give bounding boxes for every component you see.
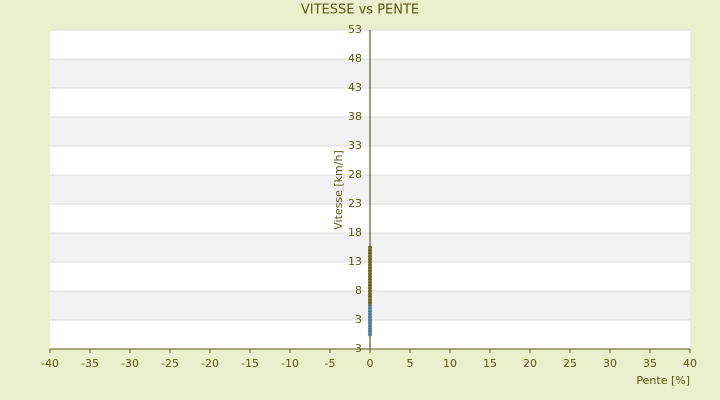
x-tick-label: 40 xyxy=(683,357,697,370)
point xyxy=(368,289,372,293)
point xyxy=(368,315,372,320)
x-tick-label: 15 xyxy=(483,357,497,370)
x-tick-label: 35 xyxy=(643,357,657,370)
x-tick-label: -5 xyxy=(325,357,336,370)
chart-title: VITESSE vs PENTE xyxy=(301,3,419,18)
point xyxy=(368,262,372,267)
point xyxy=(368,251,372,256)
x-tick-label: -30 xyxy=(121,357,139,370)
point xyxy=(368,297,372,302)
y-tick-label: 23 xyxy=(348,197,362,210)
point xyxy=(368,320,372,325)
point xyxy=(368,283,372,288)
point xyxy=(368,274,372,279)
point xyxy=(368,294,372,299)
x-tick-label: 30 xyxy=(603,357,617,370)
point xyxy=(368,265,372,270)
y-tick-label: 33 xyxy=(348,139,362,152)
point xyxy=(368,286,372,291)
point xyxy=(368,268,372,273)
x-tick-label: -35 xyxy=(81,357,99,370)
x-tick-label: 5 xyxy=(407,357,414,370)
x-tick-label: -20 xyxy=(201,357,219,370)
y-tick-label: 18 xyxy=(348,226,362,239)
x-tick-label: -15 xyxy=(241,357,259,370)
point xyxy=(368,248,372,253)
y-tick-label: 28 xyxy=(348,168,362,181)
y-tick-label: 13 xyxy=(348,255,362,268)
point xyxy=(368,300,372,305)
point xyxy=(368,309,372,314)
point xyxy=(368,329,372,334)
y-tick-label: 8 xyxy=(355,284,362,297)
x-tick-label: 20 xyxy=(523,357,537,370)
point xyxy=(368,277,372,282)
point xyxy=(368,323,372,328)
point xyxy=(368,245,372,250)
x-axis-label: Pente [%] xyxy=(636,374,690,387)
x-tick-label: -40 xyxy=(41,357,59,370)
y-axis-label: Vitesse [km/h] xyxy=(332,150,345,230)
y-tick-label: 48 xyxy=(348,52,362,65)
point xyxy=(368,260,372,264)
x-tick-label: 25 xyxy=(563,357,577,370)
point xyxy=(368,254,372,259)
y-tick-label: 43 xyxy=(348,81,362,94)
y-tick-label: 38 xyxy=(348,110,362,123)
point xyxy=(368,332,372,337)
point xyxy=(368,326,372,331)
x-tick-label: -25 xyxy=(161,357,179,370)
point xyxy=(368,271,372,276)
point xyxy=(368,306,372,311)
x-tick-label: -10 xyxy=(281,357,299,370)
point xyxy=(368,280,372,285)
point xyxy=(368,318,372,322)
x-tick-label: 10 xyxy=(443,357,457,370)
point xyxy=(368,303,372,308)
point xyxy=(368,312,372,317)
x-tick-label: 0 xyxy=(367,357,374,370)
y-tick-label: 3 xyxy=(355,313,362,326)
point xyxy=(368,291,372,296)
point xyxy=(368,257,372,262)
y-tick-label: 53 xyxy=(348,23,362,36)
